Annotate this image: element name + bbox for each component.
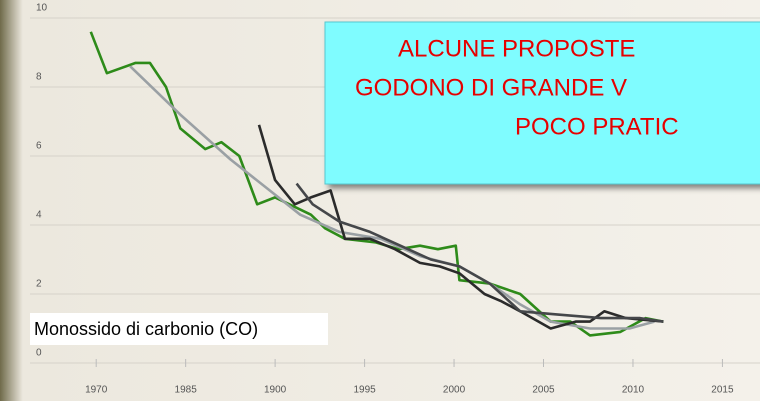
callout-line: ALCUNE PROPOSTE bbox=[398, 35, 635, 62]
page: 024681019701985190019952000200520102015 … bbox=[0, 0, 760, 401]
y-tick-label: 0 bbox=[36, 348, 42, 359]
x-tick-label: 2005 bbox=[532, 385, 555, 396]
x-tick-label: 1995 bbox=[353, 385, 376, 396]
x-tick-label: 1985 bbox=[175, 385, 198, 396]
y-tick-label: 10 bbox=[36, 3, 48, 14]
x-tick-label: 2015 bbox=[711, 385, 734, 396]
x-tick-label: 1970 bbox=[85, 385, 108, 396]
x-tick-label: 1900 bbox=[264, 385, 287, 396]
x-tick-label: 2010 bbox=[622, 385, 645, 396]
x-tick-label: 2000 bbox=[443, 385, 466, 396]
callout-line: POCO PRATIC bbox=[515, 113, 679, 140]
y-tick-label: 6 bbox=[36, 141, 42, 152]
series-label: Monossido di carbonio (CO) bbox=[34, 319, 258, 339]
y-tick-label: 8 bbox=[36, 72, 42, 83]
y-tick-label: 4 bbox=[36, 210, 42, 221]
callout-line: GODONO DI GRANDE V bbox=[355, 74, 627, 101]
chart: 024681019701985190019952000200520102015 … bbox=[0, 0, 760, 401]
y-tick-label: 2 bbox=[36, 279, 42, 290]
